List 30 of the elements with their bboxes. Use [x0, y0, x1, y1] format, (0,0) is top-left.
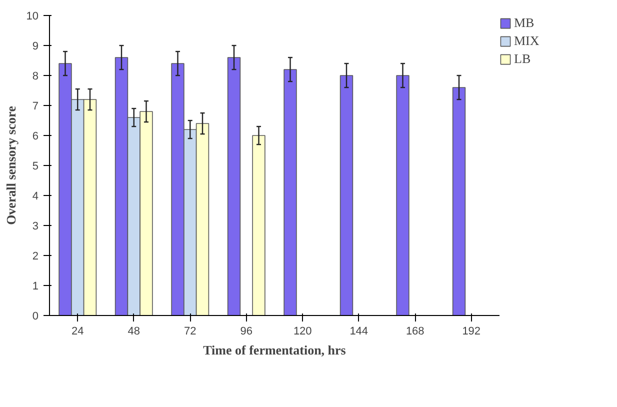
y-tick-label: 3 — [32, 220, 39, 232]
bar — [284, 69, 297, 316]
x-tick-label: 24 — [72, 326, 84, 338]
y-tick-label: 5 — [32, 160, 39, 172]
y-tick-label: 8 — [32, 70, 39, 82]
legend-label: LB — [514, 51, 532, 67]
x-tick-label: 144 — [350, 326, 368, 338]
y-tick-label: 0 — [32, 310, 39, 322]
x-tick-label: 120 — [293, 326, 312, 338]
x-tick-label: 72 — [184, 326, 196, 338]
x-tick-label: 48 — [128, 326, 140, 338]
bar — [396, 75, 410, 316]
y-tick-label: 4 — [32, 190, 39, 202]
x-tick-label: 168 — [406, 326, 424, 338]
y-tick-label: 10 — [26, 10, 39, 22]
y-tick-label: 7 — [32, 100, 39, 112]
y-tick-label: 9 — [32, 40, 39, 52]
bar — [227, 57, 241, 316]
bar — [340, 75, 354, 316]
x-tick-label: 96 — [240, 326, 253, 338]
legend-label: MIX — [514, 33, 540, 49]
bar — [452, 87, 466, 316]
x-axis-title: Time of fermentation, hrs — [203, 342, 346, 358]
bar — [252, 135, 266, 316]
y-tick-label: 6 — [32, 130, 39, 142]
y-axis-title: Overall sensory score — [3, 106, 18, 225]
legend-label: MB — [514, 15, 534, 31]
y-tick-label: 1 — [32, 280, 39, 292]
x-tick-label: 192 — [462, 326, 481, 338]
y-tick-label: 2 — [32, 250, 39, 262]
